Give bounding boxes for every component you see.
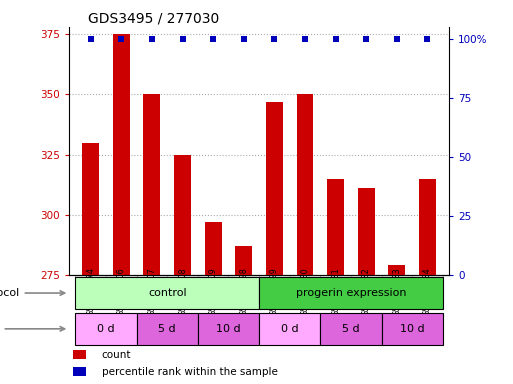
FancyBboxPatch shape	[75, 313, 136, 345]
Point	[331, 36, 340, 42]
FancyBboxPatch shape	[136, 275, 167, 308]
Point	[209, 36, 217, 42]
Text: GSM255833: GSM255833	[392, 267, 401, 316]
Text: 5 d: 5 d	[159, 324, 176, 334]
FancyBboxPatch shape	[167, 275, 198, 308]
Text: GSM255830: GSM255830	[301, 267, 309, 316]
Point	[148, 36, 156, 42]
FancyBboxPatch shape	[382, 275, 412, 308]
Point	[117, 36, 125, 42]
Point	[301, 36, 309, 42]
FancyBboxPatch shape	[136, 313, 198, 345]
Bar	[297, 94, 313, 275]
Bar	[266, 102, 283, 275]
FancyBboxPatch shape	[198, 275, 228, 308]
FancyBboxPatch shape	[259, 277, 443, 309]
Text: control: control	[148, 288, 187, 298]
Bar	[113, 34, 130, 275]
Text: GSM255828: GSM255828	[239, 267, 248, 316]
FancyBboxPatch shape	[259, 275, 290, 308]
FancyBboxPatch shape	[382, 313, 443, 345]
Text: 0 d: 0 d	[281, 324, 299, 334]
Bar	[235, 246, 252, 275]
Point	[270, 36, 279, 42]
FancyBboxPatch shape	[259, 313, 320, 345]
Point	[362, 36, 370, 42]
Text: GSM255829: GSM255829	[270, 267, 279, 316]
Bar	[327, 179, 344, 275]
Text: count: count	[102, 350, 131, 360]
Point	[87, 36, 95, 42]
FancyBboxPatch shape	[412, 275, 443, 308]
FancyBboxPatch shape	[228, 275, 259, 308]
Point	[393, 36, 401, 42]
Text: 10 d: 10 d	[400, 324, 424, 334]
Bar	[73, 350, 86, 359]
Text: GSM255808: GSM255808	[178, 267, 187, 316]
Text: GSM255809: GSM255809	[209, 267, 218, 316]
Text: 0 d: 0 d	[97, 324, 115, 334]
Bar	[358, 189, 374, 275]
Bar	[388, 265, 405, 275]
Point	[423, 36, 431, 42]
Bar	[144, 94, 161, 275]
Bar	[205, 222, 222, 275]
Text: GSM255807: GSM255807	[147, 267, 156, 316]
Bar	[82, 142, 99, 275]
Text: GSM255774: GSM255774	[86, 267, 95, 316]
Text: GSM255832: GSM255832	[362, 267, 371, 316]
Text: GDS3495 / 277030: GDS3495 / 277030	[88, 12, 220, 26]
Bar	[419, 179, 436, 275]
FancyBboxPatch shape	[351, 275, 382, 308]
Bar	[73, 367, 86, 376]
FancyBboxPatch shape	[320, 275, 351, 308]
Text: time: time	[0, 324, 65, 334]
FancyBboxPatch shape	[75, 277, 259, 309]
FancyBboxPatch shape	[75, 275, 106, 308]
Text: percentile rank within the sample: percentile rank within the sample	[102, 367, 278, 377]
Point	[179, 36, 187, 42]
Text: GSM255834: GSM255834	[423, 267, 432, 316]
FancyBboxPatch shape	[198, 313, 259, 345]
Text: 5 d: 5 d	[342, 324, 360, 334]
Text: GSM255831: GSM255831	[331, 267, 340, 316]
Text: 10 d: 10 d	[216, 324, 241, 334]
Text: GSM255806: GSM255806	[117, 267, 126, 316]
FancyBboxPatch shape	[320, 313, 382, 345]
Point	[240, 36, 248, 42]
FancyBboxPatch shape	[290, 275, 320, 308]
Bar	[174, 155, 191, 275]
Text: protocol: protocol	[0, 288, 65, 298]
Text: progerin expression: progerin expression	[295, 288, 406, 298]
FancyBboxPatch shape	[106, 275, 136, 308]
